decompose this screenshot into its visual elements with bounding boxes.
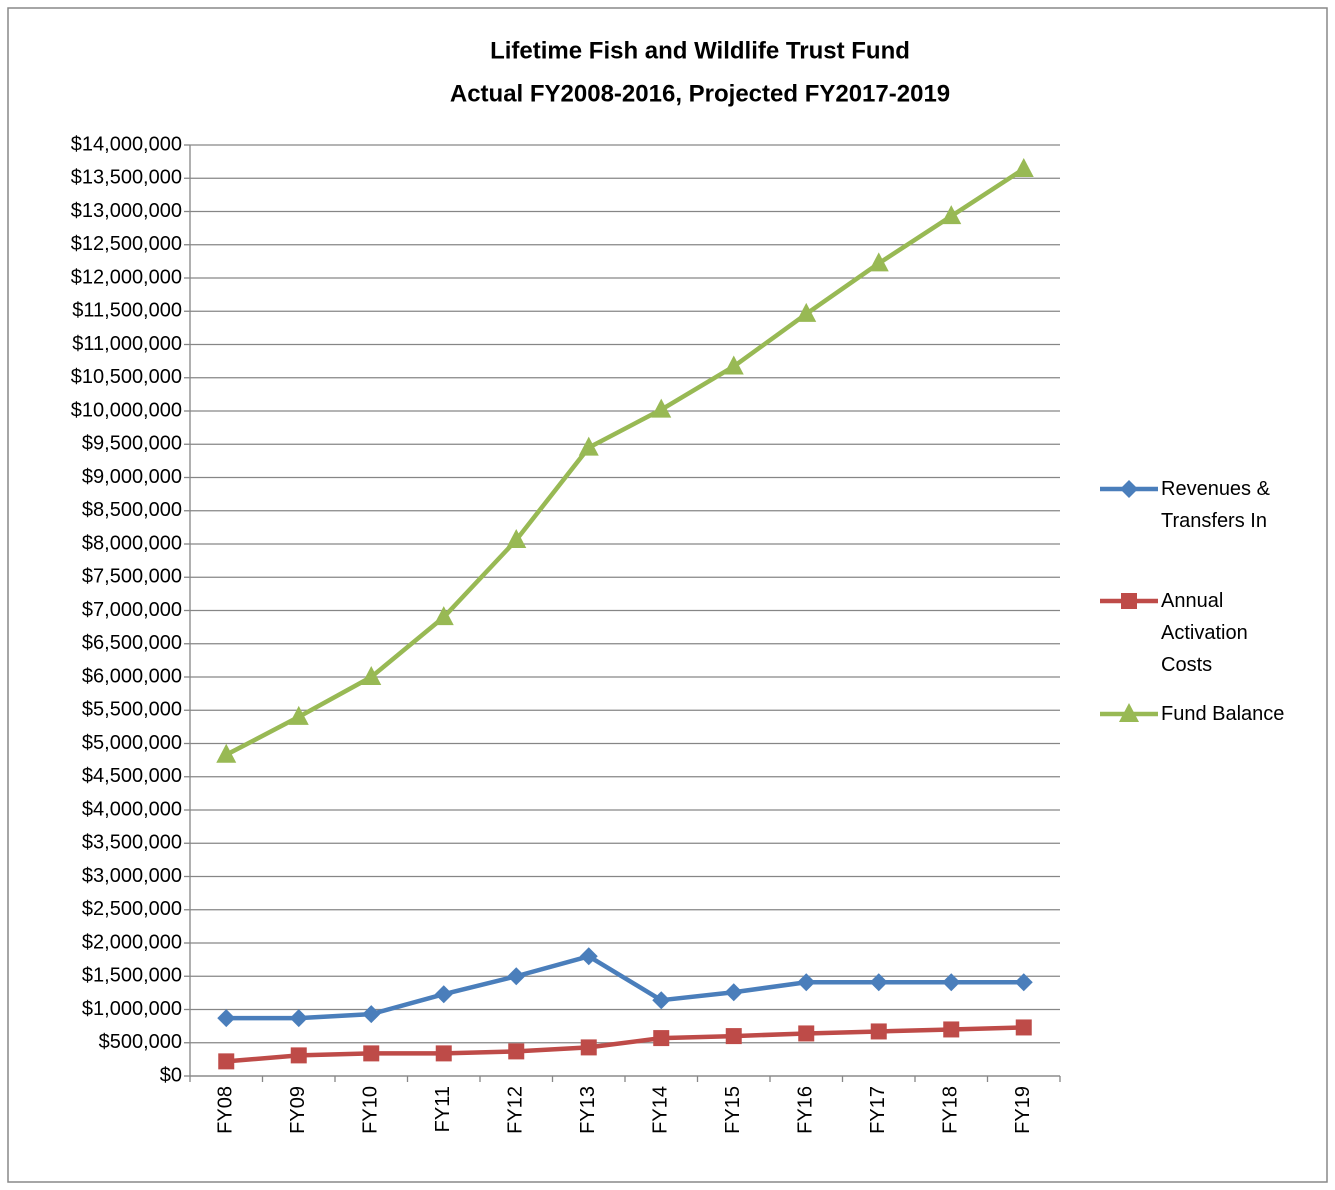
y-tick-label: $2,500,000 [82, 898, 182, 920]
legend-label: Annual Activation Costs [1161, 590, 1248, 676]
y-tick-label: $3,000,000 [82, 865, 182, 887]
y-tick-label: $12,000,000 [71, 266, 182, 288]
y-tick-label: $3,500,000 [82, 832, 182, 854]
y-tick-label: $1,000,000 [82, 998, 182, 1020]
y-tick-label: $4,500,000 [82, 765, 182, 787]
y-tick-label: $14,000,000 [71, 133, 182, 155]
data-point [1013, 157, 1034, 177]
data-point [580, 1039, 597, 1056]
y-tick-label: $0 [160, 1064, 182, 1086]
y-tick-label: $2,000,000 [82, 931, 182, 953]
x-tick-label: FY10 [360, 1086, 382, 1134]
data-point [652, 991, 671, 1010]
y-tick-label: $9,500,000 [82, 433, 182, 455]
x-tick-label: FY13 [577, 1086, 599, 1134]
data-point [579, 947, 598, 966]
data-point [290, 1047, 307, 1064]
data-point [798, 1025, 815, 1042]
x-tick-label: FY15 [722, 1086, 744, 1134]
y-tick-label: $10,000,000 [71, 399, 182, 421]
data-point [1015, 1019, 1032, 1036]
data-point [868, 252, 889, 272]
data-point [217, 1009, 236, 1028]
data-point [363, 1045, 380, 1062]
x-tick-label: FY12 [505, 1086, 527, 1134]
data-point [870, 1023, 887, 1040]
data-point [869, 973, 888, 992]
legend-label: Revenues & Transfers In [1161, 478, 1270, 532]
y-tick-label: $500,000 [99, 1031, 182, 1053]
data-point [651, 398, 672, 418]
data-point [942, 973, 961, 992]
x-tick-label: FY17 [867, 1086, 889, 1134]
x-tick-label: FY19 [1012, 1086, 1034, 1134]
data-point [941, 205, 962, 225]
y-tick-label: $4,000,000 [82, 798, 182, 820]
x-tick-label: FY16 [795, 1086, 817, 1134]
x-tick-label: FY08 [215, 1086, 237, 1134]
data-point [1120, 480, 1138, 498]
y-tick-label: $8,500,000 [82, 499, 182, 521]
data-point [435, 1045, 452, 1062]
series-line [225, 167, 1025, 757]
y-tick-label: $8,000,000 [82, 532, 182, 554]
data-point [362, 1005, 381, 1024]
series-line [226, 954, 1024, 1021]
data-point [1119, 703, 1139, 722]
data-point [507, 967, 526, 986]
y-tick-label: $1,500,000 [82, 965, 182, 987]
x-tick-label: FY11 [432, 1086, 454, 1132]
data-point [1014, 973, 1033, 992]
data-point [506, 529, 527, 549]
x-tick-label: FY18 [940, 1086, 962, 1134]
data-point [653, 1030, 670, 1047]
y-tick-label: $7,500,000 [82, 566, 182, 588]
data-point [725, 1028, 742, 1045]
data-point [796, 302, 817, 322]
y-tick-label: $11,500,000 [72, 300, 182, 322]
data-point [434, 985, 453, 1004]
chart-title: Lifetime Fish and Wildlife Trust Fund [490, 37, 910, 64]
y-tick-label: $13,500,000 [71, 167, 182, 189]
data-point [797, 973, 816, 992]
y-tick-label: $9,000,000 [82, 466, 182, 488]
data-point [218, 1053, 235, 1070]
y-tick-label: $10,500,000 [71, 366, 182, 388]
legend-label: Fund Balance [1161, 703, 1285, 725]
y-tick-label: $6,500,000 [82, 632, 182, 654]
chart-border [7, 7, 1328, 1183]
data-point [943, 1021, 960, 1038]
x-tick-label: FY14 [650, 1086, 672, 1134]
y-tick-label: $7,000,000 [82, 599, 182, 621]
data-point [288, 705, 309, 725]
data-point [433, 606, 454, 626]
data-point [1121, 593, 1137, 609]
y-tick-label: $13,000,000 [71, 200, 182, 222]
data-point [361, 666, 382, 685]
data-point [578, 436, 599, 456]
y-tick-label: $5,000,000 [82, 732, 182, 754]
y-tick-label: $11,000,000 [72, 333, 182, 355]
series-line [226, 1025, 1024, 1064]
data-point [508, 1043, 525, 1060]
y-tick-label: $5,500,000 [82, 699, 182, 721]
x-tick-label: FY09 [287, 1086, 309, 1134]
data-point [216, 743, 237, 763]
y-tick-label: $12,500,000 [71, 233, 182, 255]
data-point [289, 1009, 308, 1028]
data-point [724, 983, 743, 1002]
chart-subtitle: Actual FY2008-2016, Projected FY2017-201… [450, 80, 950, 107]
data-point [723, 355, 744, 375]
y-tick-label: $6,000,000 [82, 665, 182, 687]
